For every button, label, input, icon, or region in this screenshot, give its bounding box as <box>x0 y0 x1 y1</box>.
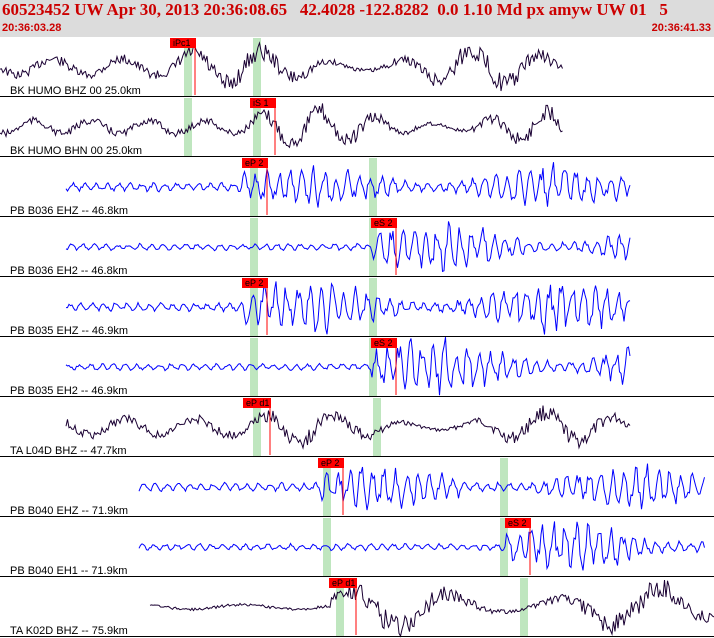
pick-label: iS 1 <box>253 98 269 108</box>
time-window-band <box>373 398 381 456</box>
time-window-band <box>500 518 508 576</box>
event-header: 60523452 UW Apr 30, 2013 20:36:08.65 42.… <box>0 0 714 37</box>
waveform-trace <box>138 463 705 511</box>
time-window-band <box>184 38 192 96</box>
pick-label: eS 2 <box>374 338 393 348</box>
waveform-trace <box>66 281 631 335</box>
seismogram-panel[interactable]: iPc1 BK HUMO BHZ 00 25.0km iS 1 BK HUMO BHN… <box>0 37 714 638</box>
time-window-band <box>369 218 377 276</box>
trace-row[interactable]: eS 2 PB B036 EH2 -- 46.8km <box>0 218 714 277</box>
waveform-trace <box>65 221 631 273</box>
trace-row[interactable]: eP 2 PB B040 EHZ -- 71.9km <box>0 458 714 517</box>
trace-row[interactable]: eS 2 PB B035 EH2 -- 46.9km <box>0 337 714 397</box>
station-label: PB B036 EH2 -- 46.8km <box>10 265 127 277</box>
pick-label: eP 2 <box>245 158 263 168</box>
time-window-band <box>253 38 261 96</box>
station-label: PB B040 EH1 -- 71.9km <box>10 565 127 577</box>
waveform-trace <box>0 41 563 92</box>
trace-row[interactable]: eP 2 PB B036 EHZ -- 46.8km <box>0 158 714 217</box>
pick-label: eS 2 <box>508 518 527 528</box>
station-label: PB B035 EHZ -- 46.9km <box>10 325 128 337</box>
event-title: 60523452 UW Apr 30, 2013 20:36:08.65 42.… <box>2 0 668 19</box>
time-window-band <box>520 578 528 636</box>
pick-flag[interactable] <box>505 518 531 528</box>
station-label: BK HUMO BHN 00 25.0km <box>10 145 142 157</box>
trace-row[interactable]: eP 2 PB B035 EHZ -- 46.9km <box>0 278 714 337</box>
time-window-band <box>336 578 344 636</box>
pick-flag[interactable] <box>243 398 271 408</box>
time-window-band <box>184 98 192 156</box>
pick-label: iPc1 <box>173 38 191 48</box>
time-window-band <box>500 458 508 516</box>
end-time: 20:36:41.33 <box>651 22 711 34</box>
pick-flag[interactable] <box>242 158 268 168</box>
time-window-band <box>250 278 258 336</box>
time-window-band <box>369 278 377 336</box>
waveform-trace <box>0 103 563 149</box>
pick-flag[interactable] <box>242 278 268 288</box>
pick-label: eP 2 <box>321 458 339 468</box>
time-window-band <box>253 98 261 156</box>
station-label: PB B036 EHZ -- 46.8km <box>10 205 128 217</box>
station-label: TA K02D BHZ -- 75.9km <box>10 625 128 637</box>
pick-label: eP 2 <box>245 278 263 288</box>
pick-flag[interactable] <box>318 458 344 468</box>
station-label: PB B035 EH2 -- 46.9km <box>10 385 127 397</box>
waveform-trace <box>149 580 714 638</box>
pick-flag[interactable] <box>371 338 397 348</box>
pick-label: eS 2 <box>374 218 393 228</box>
pick-label: eP d1 <box>332 578 355 588</box>
pick-flag[interactable] <box>371 218 397 228</box>
pick-label: eP d1 <box>246 398 269 408</box>
time-window-band <box>253 398 261 456</box>
time-window-band <box>323 458 331 516</box>
time-window-band <box>250 158 258 216</box>
trace-row[interactable]: eP d1 TA L04D BHZ -- 47.7km <box>0 398 714 457</box>
waveform-trace <box>138 521 705 571</box>
trace-row[interactable]: iS 1 BK HUMO BHN 00 25.0km <box>0 98 714 157</box>
trace-row[interactable]: eP d1 TA K02D BHZ -- 75.9km <box>0 578 714 638</box>
start-time: 20:36:03.28 <box>2 22 62 34</box>
time-window-band <box>250 218 258 276</box>
station-label: BK HUMO BHZ 00 25.0km <box>10 85 141 97</box>
station-label: TA L04D BHZ -- 47.7km <box>10 445 127 457</box>
waveform-trace <box>65 337 631 396</box>
trace-row[interactable]: eS 2 PB B040 EH1 -- 71.9km <box>0 518 714 577</box>
waveform-trace <box>65 162 631 208</box>
trace-row[interactable]: iPc1 BK HUMO BHZ 00 25.0km <box>0 38 714 97</box>
pick-flag[interactable] <box>329 578 357 588</box>
time-window-band <box>323 518 331 576</box>
station-label: PB B040 EHZ -- 71.9km <box>10 505 128 517</box>
pick-flag[interactable] <box>170 38 196 48</box>
waveform-trace <box>65 405 631 450</box>
pick-flag[interactable] <box>250 98 276 108</box>
